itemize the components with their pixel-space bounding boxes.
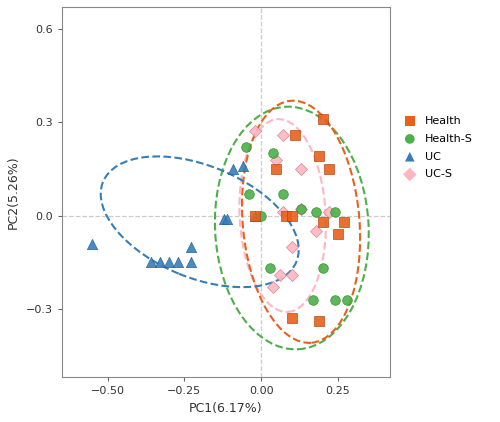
Point xyxy=(312,209,320,216)
Point xyxy=(242,143,250,150)
Point xyxy=(270,284,278,291)
Point xyxy=(316,153,324,160)
Point xyxy=(165,259,173,265)
Point xyxy=(156,259,164,265)
Point xyxy=(297,206,305,213)
Point xyxy=(282,212,290,219)
Point xyxy=(288,212,296,219)
Point xyxy=(251,212,259,219)
Point xyxy=(343,296,351,303)
Point xyxy=(334,231,342,238)
Point xyxy=(310,296,318,303)
Point xyxy=(297,206,305,213)
Point xyxy=(220,215,228,222)
Point xyxy=(186,243,194,250)
Point xyxy=(146,259,154,265)
Point xyxy=(88,240,96,247)
Point xyxy=(251,128,259,135)
Point xyxy=(318,219,326,225)
Point xyxy=(291,131,299,138)
Point xyxy=(278,190,286,197)
Point xyxy=(318,116,326,122)
Point xyxy=(340,219,348,225)
Point xyxy=(316,318,324,325)
Point xyxy=(270,150,278,157)
Point xyxy=(312,228,320,235)
Point xyxy=(257,212,265,219)
Legend: Health, Health-S, UC, UC-S: Health, Health-S, UC, UC-S xyxy=(396,113,476,183)
Point xyxy=(238,162,246,169)
Point xyxy=(245,190,253,197)
Point xyxy=(278,131,286,138)
Point xyxy=(251,212,259,219)
Point xyxy=(230,165,237,172)
Point xyxy=(297,165,305,172)
Point xyxy=(288,315,296,322)
X-axis label: PC1(6.17%): PC1(6.17%) xyxy=(189,402,262,415)
Point xyxy=(324,209,332,216)
Point xyxy=(174,259,182,265)
Point xyxy=(331,209,339,216)
Point xyxy=(272,165,280,172)
Point xyxy=(276,271,283,278)
Point xyxy=(266,265,274,272)
Point xyxy=(224,215,232,222)
Y-axis label: PC2(5.26%): PC2(5.26%) xyxy=(7,155,20,229)
Point xyxy=(288,271,296,278)
Point xyxy=(324,165,332,172)
Point xyxy=(278,209,286,216)
Point xyxy=(186,259,194,265)
Point xyxy=(331,296,339,303)
Point xyxy=(288,243,296,250)
Point xyxy=(272,156,280,163)
Point xyxy=(318,265,326,272)
